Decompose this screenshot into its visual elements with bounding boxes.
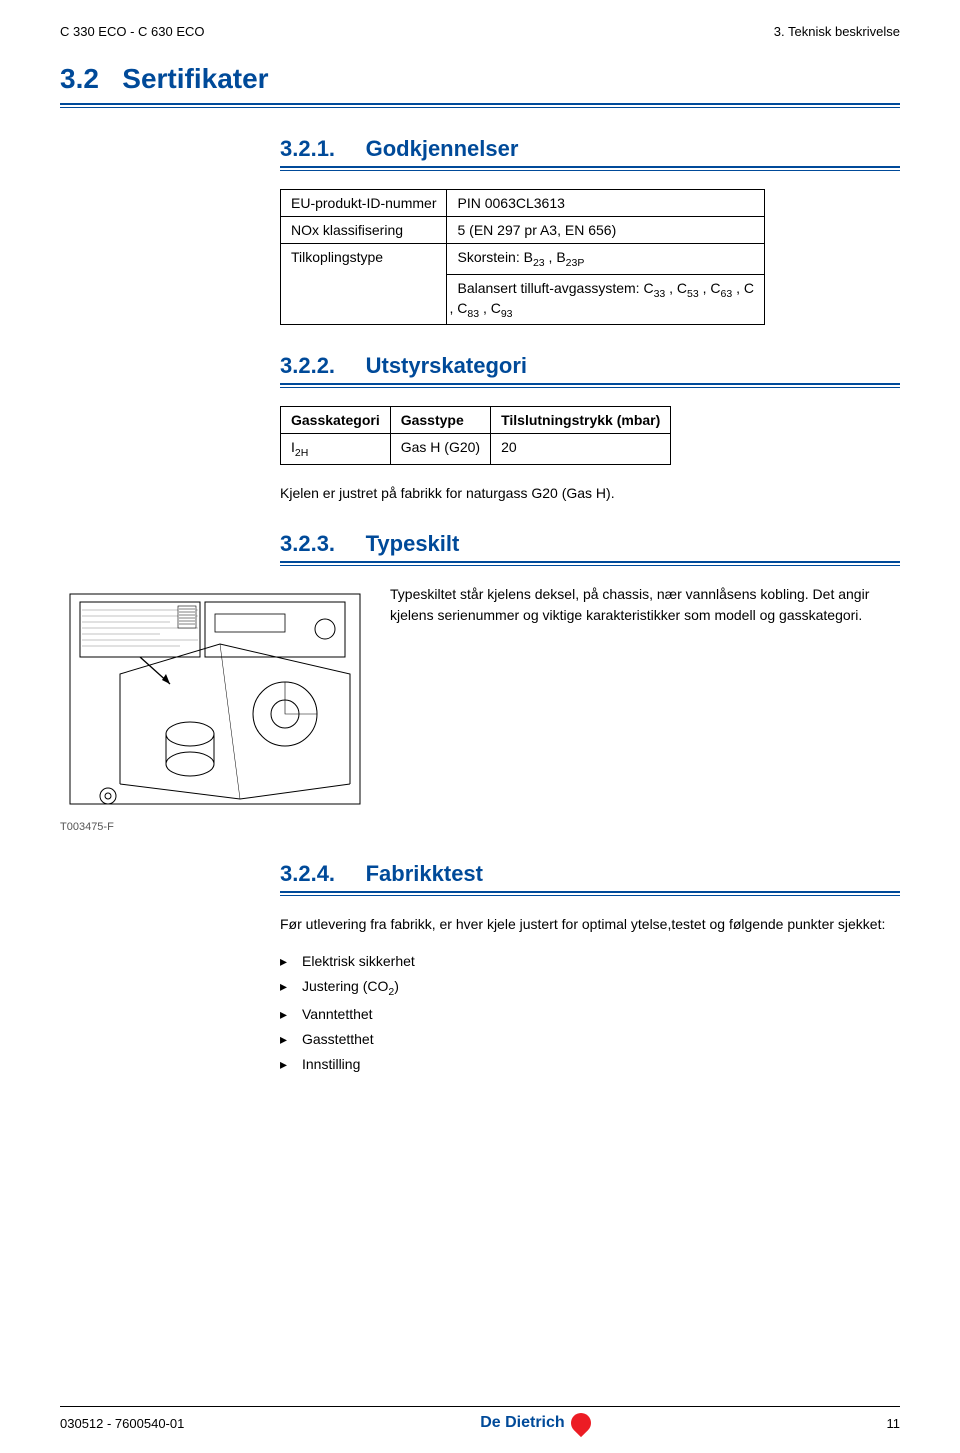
cell-label: Tilkoplingstype: [281, 244, 447, 325]
section-3-2-4-title: 3.2.4. Fabrikktest: [280, 861, 900, 887]
col-header: Gasskategori: [281, 407, 391, 434]
paragraph: Kjelen er justret på fabrikk for naturga…: [280, 483, 900, 503]
table-row: Tilkoplingstype Skorstein: B23 , B23P: [281, 244, 765, 275]
text: , C: [732, 280, 754, 296]
subscript: 63: [721, 288, 733, 300]
page-header: C 330 ECO - C 630 ECO 3. Teknisk beskriv…: [60, 24, 900, 39]
typeplate-illustration: T003475-F: [60, 584, 370, 833]
section-num: 3.2.4.: [280, 861, 335, 886]
table-header-row: Gasskategori Gasstype Tilslutningstrykk …: [281, 407, 671, 434]
subscript: 83: [467, 307, 479, 319]
col-header: Gasstype: [390, 407, 490, 434]
text: , B: [545, 249, 566, 265]
text: , C: [665, 280, 687, 296]
section-title: Fabrikktest: [366, 861, 483, 886]
brand-name: De Dietrich: [480, 1414, 564, 1432]
section-rule: [280, 561, 900, 566]
subscript: 23P: [566, 257, 585, 269]
table-row: I2H Gas H (G20) 20: [281, 434, 671, 465]
cell-label: NOx klassifisering: [281, 217, 447, 244]
section-num: 3.2: [60, 63, 99, 94]
cell-label: EU-produkt-ID-nummer: [281, 190, 447, 217]
section-3-2-1-title: 3.2.1. Godkjennelser: [280, 136, 900, 162]
page-number: 11: [887, 1416, 901, 1431]
approvals-table: EU-produkt-ID-nummer PIN 0063CL3613 NOx …: [280, 189, 765, 325]
table-row: EU-produkt-ID-nummer PIN 0063CL3613: [281, 190, 765, 217]
section-title: Typeskilt: [366, 531, 460, 556]
subscript: 33: [654, 288, 666, 300]
section-title: Sertifikater: [122, 63, 268, 94]
figure-caption: T003475-F: [60, 821, 370, 833]
section-3-2-3-title: 3.2.3. Typeskilt: [280, 531, 900, 557]
section-3-2-title: 3.2 Sertifikater: [60, 63, 900, 95]
text: , C: [699, 280, 721, 296]
footer-docnum: 030512 - 7600540-01: [60, 1416, 184, 1431]
paragraph: Typeskiltet står kjelens deksel, på chas…: [390, 584, 900, 625]
text: , C: [449, 300, 467, 316]
section-rule: [280, 891, 900, 896]
section-title: Godkjennelser: [366, 136, 519, 161]
list-item: Vanntetthet: [280, 1002, 900, 1027]
section-num: 3.2.1.: [280, 136, 335, 161]
section-num: 3.2.3.: [280, 531, 335, 556]
text: , C: [479, 300, 501, 316]
list-item: Elektrisk sikkerhet: [280, 949, 900, 974]
checklist: Elektrisk sikkerhet Justering (CO2) Vann…: [280, 949, 900, 1077]
text: Justering (CO: [302, 978, 388, 994]
cell-value: Skorstein: B23 , B23P: [447, 244, 764, 275]
cell-value: Gas H (G20): [390, 434, 490, 465]
col-header: Tilslutningstrykk (mbar): [491, 407, 671, 434]
gas-category-table: Gasskategori Gasstype Tilslutningstrykk …: [280, 406, 671, 465]
list-item: Justering (CO2): [280, 974, 900, 1002]
boiler-diagram-icon: [60, 584, 370, 814]
text: Skorstein: B: [457, 249, 532, 265]
brand-logo-icon: [567, 1409, 595, 1437]
paragraph: Før utlevering fra fabrikk, er hver kjel…: [280, 914, 900, 934]
section-title: Utstyrskategori: [366, 353, 527, 378]
header-right: 3. Teknisk beskrivelse: [774, 24, 900, 39]
page-footer: 030512 - 7600540-01 De Dietrich 11: [60, 1406, 900, 1433]
section-num: 3.2.2.: [280, 353, 335, 378]
header-left: C 330 ECO - C 630 ECO: [60, 24, 205, 39]
cell-value: 20: [491, 434, 671, 465]
subscript: 53: [687, 288, 699, 300]
list-item: Innstilling: [280, 1052, 900, 1077]
subscript: 2H: [295, 447, 308, 459]
brand-logo: De Dietrich: [480, 1413, 590, 1433]
text: Balansert tilluft-avgassystem: C: [457, 280, 653, 296]
section-rule: [60, 103, 900, 108]
list-item: Gasstetthet: [280, 1027, 900, 1052]
section-3-2-2-title: 3.2.2. Utstyrskategori: [280, 353, 900, 379]
cell-value: PIN 0063CL3613: [447, 190, 764, 217]
cell-value: I2H: [281, 434, 391, 465]
subscript: 93: [501, 307, 513, 319]
cell-value: 5 (EN 297 pr A3, EN 656): [447, 217, 764, 244]
subscript: 23: [533, 257, 545, 269]
section-rule: [280, 166, 900, 171]
cell-value: Balansert tilluft-avgassystem: C33 , C53…: [447, 274, 764, 325]
section-rule: [280, 383, 900, 388]
text: ): [394, 978, 399, 994]
table-row: NOx klassifisering 5 (EN 297 pr A3, EN 6…: [281, 217, 765, 244]
